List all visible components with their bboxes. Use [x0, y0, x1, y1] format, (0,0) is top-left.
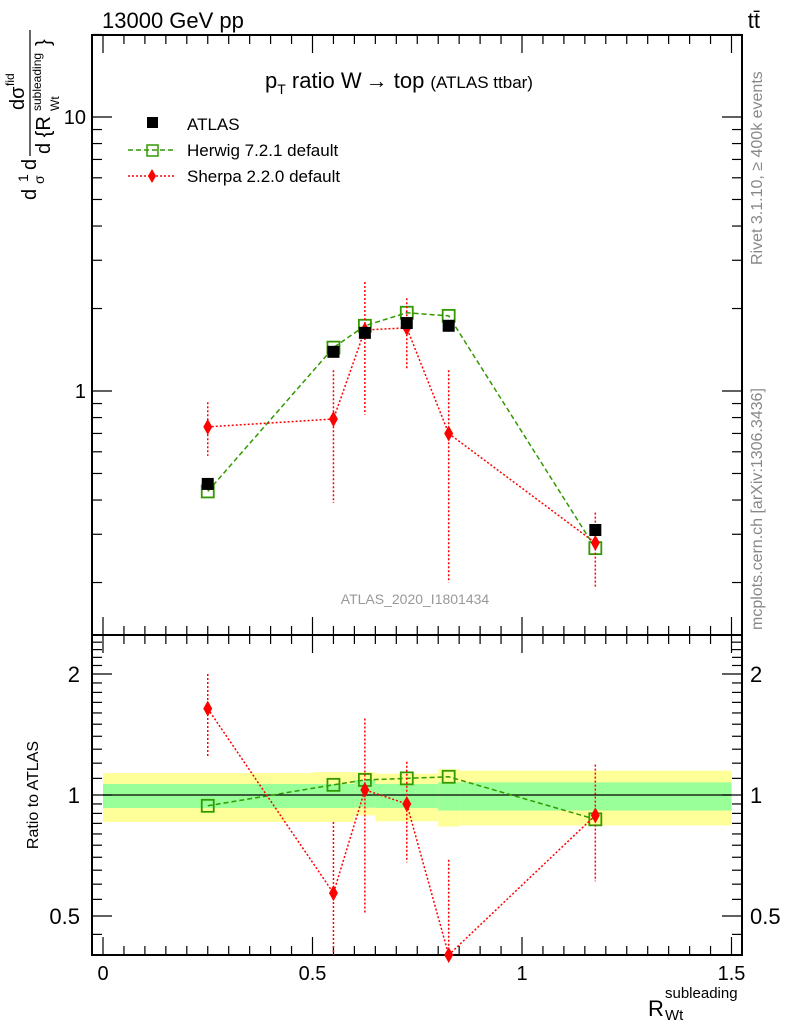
data-marks	[200, 281, 603, 963]
mcplots-label: mcplots.cern.ch [arXiv:1306.3436]	[749, 388, 766, 630]
ratio-y-tick-label-right: 1	[750, 783, 762, 808]
sherpa-ratio-line	[207, 708, 596, 957]
herwig-ratio-point	[200, 798, 215, 813]
ylabel-close: }	[33, 39, 55, 46]
legend-atlas-label: ATLAS	[187, 115, 240, 134]
title-arrow: → top	[366, 68, 425, 93]
x-tick-label: 1	[516, 963, 527, 985]
x-axis-label: R Wt subleading	[648, 985, 738, 1024]
process-label: tt̄	[748, 8, 760, 33]
sherpa-point	[203, 418, 213, 435]
xlabel-sup: subleading	[665, 985, 738, 1002]
sherpa-point	[590, 534, 600, 551]
sherpa-ratio-point	[402, 795, 412, 812]
atlas-point	[201, 477, 214, 490]
sherpa-ratio-point	[360, 781, 370, 798]
x-tick-label: 0	[97, 963, 108, 985]
sherpa-ratio-point	[444, 946, 454, 963]
title-p: p	[265, 68, 277, 93]
atlas-point	[589, 523, 602, 536]
xlabel-main: R	[648, 996, 664, 1021]
atlas-point	[442, 319, 455, 332]
xlabel-sub: Wt	[665, 1007, 684, 1024]
ratio-band-inner	[312, 784, 355, 809]
sherpa-point	[328, 411, 338, 428]
herwig-ratio-point	[441, 769, 456, 784]
analysis-watermark: ATLAS_2020_I1801434	[341, 591, 490, 607]
y-axis-label-main: d 1 σ d dσ fid d {R Wt subleading }	[3, 30, 62, 200]
legend-sherpa-label: Sherpa 2.2.0 default	[187, 167, 340, 186]
ylabel-d: d	[19, 159, 41, 170]
ylabel-frac-num: 1	[15, 174, 31, 182]
plot-title: pT ratio W → top (ATLAS ttbar)	[265, 68, 533, 97]
ratio-y-tick-label-right: 0.5	[750, 904, 781, 929]
herwig-line	[207, 311, 596, 549]
ratio-y-tick-label-left: 0.5	[49, 904, 80, 929]
sherpa-point	[444, 425, 454, 442]
axes: 0 0.5 1 1.5 10 1 2 2 1 1 0.5 0.5	[49, 33, 781, 985]
ratio-y-tick-label-left: 1	[68, 783, 80, 808]
ratio-band-inner	[438, 782, 460, 811]
ylabel-den: d {R	[33, 116, 55, 154]
y-tick-label: 10	[64, 107, 86, 129]
sherpa-ratio-point	[328, 885, 338, 902]
x-tick-label: 0.5	[299, 963, 327, 985]
herwig-ratio-line	[207, 776, 596, 821]
y-tick-label: 1	[75, 381, 86, 403]
sherpa-line	[207, 327, 596, 544]
x-tick-label: 1.5	[718, 963, 746, 985]
y-axis-label-ratio: Ratio to ATLAS	[25, 741, 42, 849]
rivet-label: Rivet 3.1.10, ≥ 400k events	[749, 71, 766, 265]
legend-herwig-label: Herwig 7.2.1 default	[187, 141, 338, 160]
ratio-y-tick-label-right: 2	[750, 662, 762, 687]
herwig-ratio-point	[399, 771, 414, 786]
title-sub: T	[277, 81, 286, 97]
ylabel-num: dσ	[7, 86, 29, 110]
legend-herwig-marker	[146, 144, 159, 157]
ratio-y-tick-label-left: 2	[68, 662, 80, 687]
sherpa-ratio-point	[590, 807, 600, 824]
legend: ATLAS Herwig 7.2.1 default Sherpa 2.2.0 …	[128, 115, 340, 186]
legend-sherpa-marker	[148, 169, 156, 183]
ratio-band-inner	[103, 784, 313, 809]
title-paren: (ATLAS ttbar)	[430, 73, 533, 92]
ylabel-num-sup: fid	[3, 73, 17, 86]
ylabel-den-sub: Wt	[48, 96, 62, 111]
herwig-ratio-point	[326, 777, 341, 792]
ylabel-frac-den: σ	[31, 175, 47, 184]
ylabel-pre: d	[19, 189, 41, 200]
title-main: ratio W	[286, 68, 362, 93]
legend-atlas-marker	[147, 117, 158, 128]
sherpa-ratio-point	[203, 700, 213, 717]
atlas-point	[400, 317, 413, 330]
atlas-point	[327, 345, 340, 358]
atlas-point	[358, 326, 371, 339]
energy-label: 13000 GeV pp	[102, 8, 244, 33]
ylabel-den-sup: subleading	[30, 53, 44, 111]
